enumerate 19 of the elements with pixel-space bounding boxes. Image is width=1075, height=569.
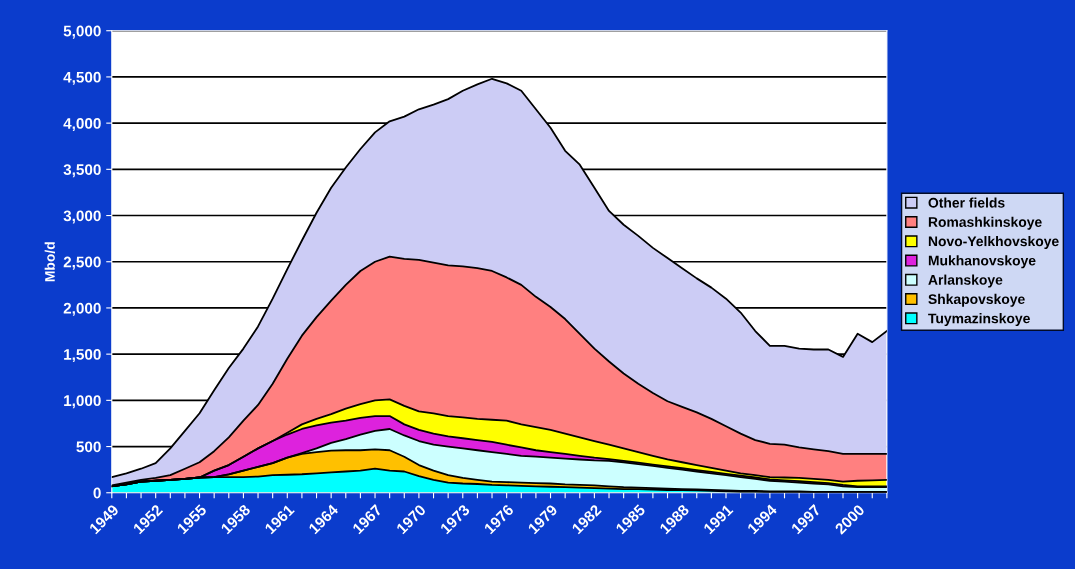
y-tick-label: 500	[76, 441, 101, 453]
legend-label: Shkapovskoye	[928, 293, 1025, 307]
y-axis-title: Mbo/d	[44, 242, 55, 282]
y-tick-label: 1,500	[64, 349, 101, 363]
y-tick-label: 2,000	[63, 302, 101, 316]
y-tick-label: 0	[93, 487, 101, 499]
y-tick-label: 1,000	[64, 395, 101, 409]
legend-label: Novo-Yelkhovskoye	[928, 236, 1059, 249]
legend-label: Other fields	[928, 197, 1005, 208]
y-tick-label: 5,000	[63, 25, 101, 39]
y-tick-label: 4,500	[63, 71, 101, 85]
legend-label: Tuymazinskoye	[928, 313, 1030, 327]
y-tick-label: 2,500	[63, 256, 101, 270]
y-tick-label: 4,000	[63, 118, 101, 132]
legend-label: Romashkinskoye	[928, 216, 1042, 230]
legend-label: Mukhanovskoye	[928, 255, 1036, 269]
y-tick-label: 3,000	[63, 210, 101, 224]
legend-label: Arlanskoye	[928, 274, 1003, 288]
y-tick-label: 3,500	[63, 164, 101, 178]
